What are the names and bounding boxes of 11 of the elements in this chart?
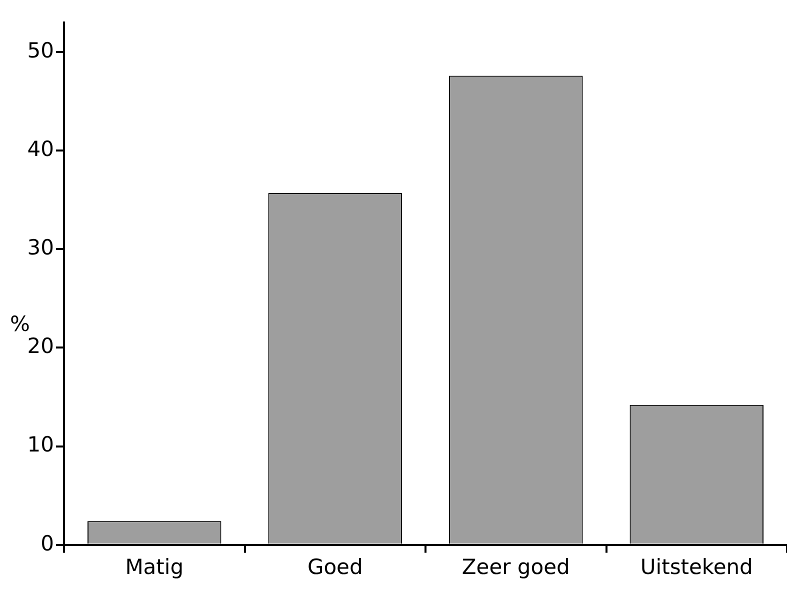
- y-tick-label: 40: [27, 137, 54, 162]
- y-tick-label: 10: [27, 432, 54, 457]
- x-tick-label: Uitstekend: [640, 554, 753, 579]
- x-tick-label: Matig: [125, 554, 184, 579]
- x-tick-label: Goed: [307, 554, 363, 579]
- y-tick-label: 20: [27, 334, 54, 358]
- x-tick-label: Zeer goed: [462, 554, 570, 579]
- y-axis-title: %: [10, 312, 30, 336]
- y-tick-label: 30: [27, 236, 54, 260]
- y-tick-label: 50: [27, 38, 54, 63]
- y-tick-label: 0: [40, 531, 54, 556]
